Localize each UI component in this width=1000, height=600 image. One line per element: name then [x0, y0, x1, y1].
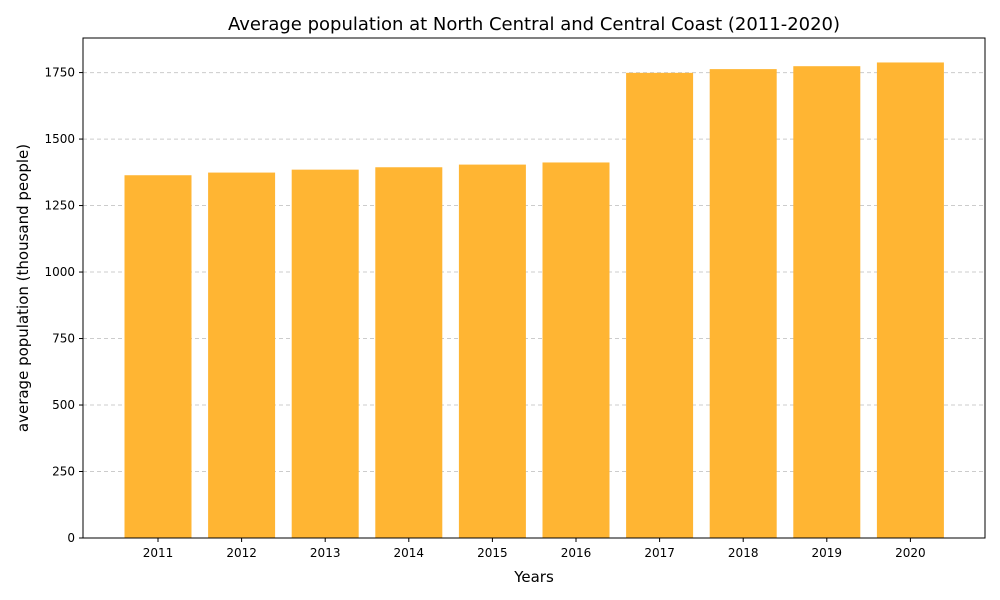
x-tick-label: 2011 — [143, 546, 174, 560]
x-tick-label: 2012 — [226, 546, 257, 560]
y-tick-label: 1000 — [44, 265, 75, 279]
bar-2012 — [208, 173, 275, 538]
y-tick-label: 500 — [52, 398, 75, 412]
x-tick-label: 2014 — [394, 546, 425, 560]
bar-2016 — [543, 162, 610, 538]
chart-title: Average population at North Central and … — [228, 14, 840, 35]
bar-2018 — [710, 69, 777, 538]
x-tick-label: 2013 — [310, 546, 341, 560]
bar-2011 — [125, 175, 192, 538]
x-tick-label: 2020 — [895, 546, 926, 560]
y-tick-label: 750 — [52, 332, 75, 346]
bar-2015 — [459, 165, 526, 538]
x-tick-label: 2016 — [561, 546, 592, 560]
bar-2014 — [375, 167, 442, 538]
y-tick-label: 1750 — [44, 66, 75, 80]
x-tick-label: 2018 — [728, 546, 759, 560]
bar-2013 — [292, 170, 359, 538]
bar-2017 — [626, 73, 693, 538]
bar-2019 — [793, 66, 860, 538]
bars — [125, 62, 944, 538]
y-tick-label: 250 — [52, 465, 75, 479]
y-tick-label: 1500 — [44, 132, 75, 146]
x-axis-label: Years — [513, 568, 554, 586]
y-tick-label: 1250 — [44, 199, 75, 213]
y-ticks: 0 250 500 750 1000 1250 1500 1750 — [44, 66, 83, 545]
y-tick-label: 0 — [67, 531, 75, 545]
x-tick-label: 2019 — [812, 546, 843, 560]
x-tick-label: 2015 — [477, 546, 508, 560]
y-axis-label: average population (thousand people) — [14, 144, 32, 432]
x-ticks: 2011 2012 2013 2014 2015 2016 2017 2018 2019 2020 — [143, 538, 926, 560]
bar-2020 — [877, 62, 944, 538]
x-tick-label: 2017 — [644, 546, 675, 560]
